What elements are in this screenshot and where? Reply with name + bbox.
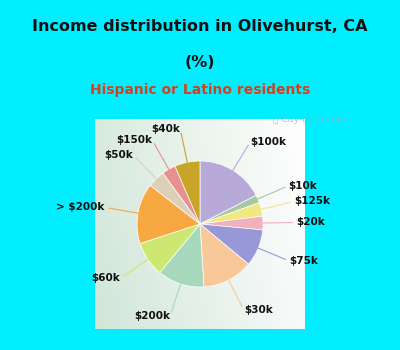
Wedge shape bbox=[163, 166, 200, 224]
Text: $30k: $30k bbox=[244, 305, 273, 315]
Text: Hispanic or Latino residents: Hispanic or Latino residents bbox=[90, 83, 310, 97]
Text: $10k: $10k bbox=[289, 181, 318, 191]
Wedge shape bbox=[200, 224, 248, 287]
Wedge shape bbox=[200, 216, 263, 230]
Text: $20k: $20k bbox=[296, 217, 325, 228]
Wedge shape bbox=[150, 173, 200, 224]
Text: > $200k: > $200k bbox=[56, 202, 105, 212]
Text: (%): (%) bbox=[185, 55, 215, 70]
Text: ⓘ City-Data.com: ⓘ City-Data.com bbox=[273, 116, 346, 125]
Text: Income distribution in Olivehurst, CA: Income distribution in Olivehurst, CA bbox=[32, 19, 368, 34]
Text: $60k: $60k bbox=[91, 273, 120, 283]
Wedge shape bbox=[200, 224, 263, 264]
Text: $200k: $200k bbox=[134, 311, 170, 321]
Wedge shape bbox=[200, 195, 259, 224]
Text: $100k: $100k bbox=[250, 136, 286, 147]
Text: $150k: $150k bbox=[116, 135, 152, 145]
Wedge shape bbox=[140, 224, 200, 273]
Wedge shape bbox=[175, 161, 200, 224]
Wedge shape bbox=[160, 224, 204, 287]
Text: $50k: $50k bbox=[104, 150, 133, 160]
Wedge shape bbox=[137, 186, 200, 244]
Wedge shape bbox=[200, 161, 256, 224]
Wedge shape bbox=[200, 203, 262, 224]
Text: $125k: $125k bbox=[294, 196, 330, 206]
Text: $75k: $75k bbox=[289, 256, 318, 266]
Text: $40k: $40k bbox=[152, 124, 180, 134]
